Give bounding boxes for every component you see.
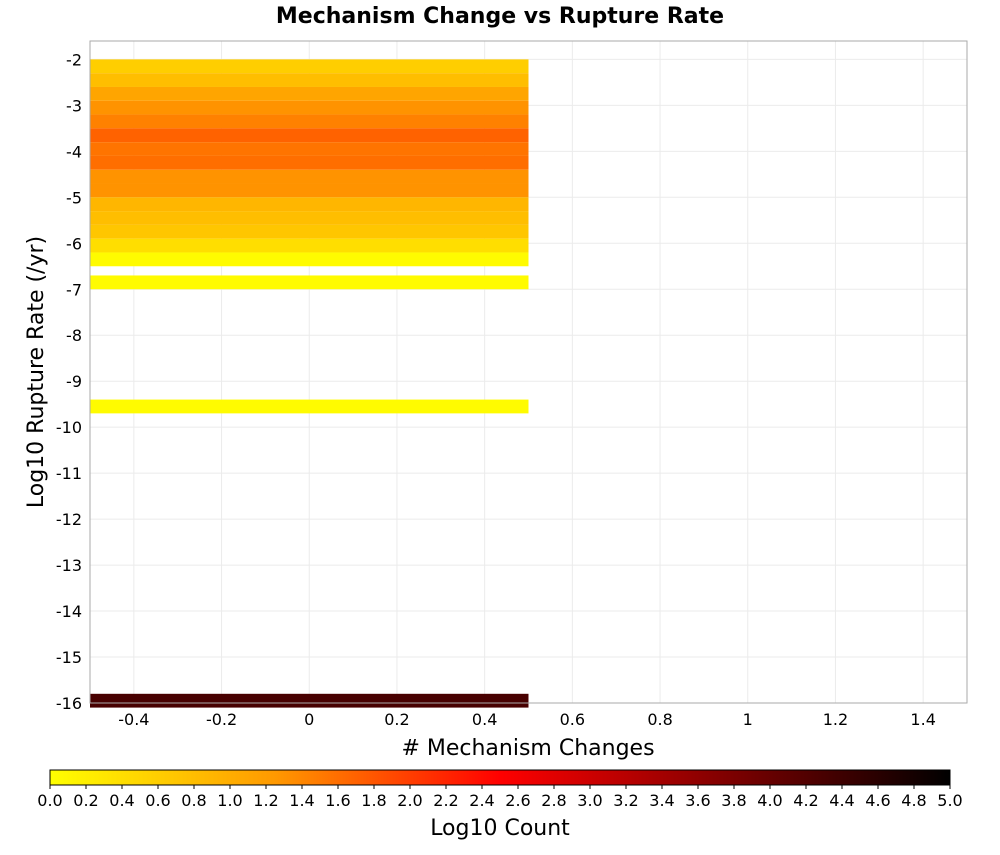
y-tick-label: -14 xyxy=(56,602,82,621)
heatmap-cell xyxy=(90,224,529,239)
y-axis-label: Log10 Rupture Rate (/yr) xyxy=(24,236,49,508)
colorbar-tick-label: 1.4 xyxy=(289,791,314,810)
heatmap-cell xyxy=(90,399,529,414)
y-tick-label: -2 xyxy=(66,50,82,69)
y-axis-ticks: -2 -3 -4 -5 -6 -7 -8 -9 -10 -11 -12 -13 -14 -15 -16 xyxy=(56,50,82,713)
colorbar-tick-label: 4.6 xyxy=(865,791,890,810)
y-tick-label: -11 xyxy=(56,464,82,483)
colorbar-tick-label: 3.0 xyxy=(577,791,602,810)
heatmap-cell xyxy=(90,252,529,267)
heatmap-cell xyxy=(90,211,529,225)
colorbar-tick-label: 1.6 xyxy=(325,791,350,810)
colorbar-ticks: 0.0 0.2 0.4 0.6 0.8 1.0 1.2 1.4 1.6 1.8 2.0 2.2 2.4 2… xyxy=(37,785,963,810)
colorbar xyxy=(49,769,951,786)
colorbar-tick-label: 3.6 xyxy=(685,791,710,810)
heatmap-cell xyxy=(90,275,529,290)
heatmap-cell xyxy=(90,155,529,170)
colorbar-tick-label: 0.0 xyxy=(37,791,62,810)
y-tick-label: -12 xyxy=(56,510,82,529)
x-tick-label: 1 xyxy=(743,710,753,729)
colorbar-tick-label: 1.8 xyxy=(361,791,386,810)
colorbar-tick-label: 0.4 xyxy=(109,791,134,810)
x-axis-label: # Mechanism Changes xyxy=(401,736,654,761)
colorbar-tick-label: 4.8 xyxy=(901,791,926,810)
heatmap-cell xyxy=(90,128,529,143)
y-tick-label: -16 xyxy=(56,694,82,713)
heatmap-cell xyxy=(90,238,529,253)
plot-border xyxy=(89,40,968,704)
colorbar-tick-label: 4.0 xyxy=(757,791,782,810)
y-tick-label: -15 xyxy=(56,648,82,667)
heatmap-cell xyxy=(90,693,529,708)
colorbar-tick-label: 2.6 xyxy=(505,791,530,810)
y-tick-label: -10 xyxy=(56,418,82,437)
colorbar-tick-label: 0.8 xyxy=(181,791,206,810)
colorbar-tick-label: 5.0 xyxy=(937,791,962,810)
x-tick-label: 0.4 xyxy=(472,710,497,729)
x-tick-label: 1.2 xyxy=(823,710,848,729)
colorbar-tick-label: 4.4 xyxy=(829,791,854,810)
y-tick-label: -9 xyxy=(66,372,82,391)
x-tick-label: 0.2 xyxy=(384,710,409,729)
colorbar-tick-label: 4.2 xyxy=(793,791,818,810)
y-tick-label: -8 xyxy=(66,326,82,345)
y-tick-label: -5 xyxy=(66,188,82,207)
colorbar-tick-label: 1.2 xyxy=(253,791,278,810)
colorbar-tick-label: 2.4 xyxy=(469,791,494,810)
heatmap-cell xyxy=(90,86,529,101)
colorbar-tick-label: 2.2 xyxy=(433,791,458,810)
x-tick-label: 0.6 xyxy=(560,710,585,729)
chart-title: Mechanism Change vs Rupture Rate xyxy=(276,4,724,29)
colorbar-tick-label: 0.6 xyxy=(145,791,170,810)
y-tick-label: -4 xyxy=(66,142,82,161)
heatmap-cell xyxy=(90,197,529,212)
heatmap-cell xyxy=(90,114,529,129)
heatmap-cell xyxy=(90,59,529,74)
x-axis-ticks: -0.4 -0.2 0 0.2 0.4 0.6 0.8 1 1.2 1.4 xyxy=(118,710,936,729)
x-tick-label: -0.2 xyxy=(206,710,237,729)
y-tick-label: -13 xyxy=(56,556,82,575)
colorbar-tick-label: 1.0 xyxy=(217,791,242,810)
heatmap-cells xyxy=(90,59,529,708)
heatmap-cell xyxy=(90,142,529,156)
heatmap-cell xyxy=(90,100,529,115)
colorbar-tick-label: 2.0 xyxy=(397,791,422,810)
heatmap-cell xyxy=(90,183,529,198)
colorbar-tick-label: 2.8 xyxy=(541,791,566,810)
x-tick-label: 0 xyxy=(304,710,314,729)
heatmap-cell xyxy=(90,169,529,184)
y-tick-label: -7 xyxy=(66,280,82,299)
heatmap-cell xyxy=(90,73,529,87)
x-tick-label: 0.8 xyxy=(647,710,672,729)
x-tick-label: 1.4 xyxy=(910,710,935,729)
y-tick-label: -6 xyxy=(66,234,82,253)
colorbar-tick-label: 3.2 xyxy=(613,791,638,810)
colorbar-tick-label: 0.2 xyxy=(73,791,98,810)
y-tick-label: -3 xyxy=(66,96,82,115)
colorbar-label: Log10 Count xyxy=(430,816,570,841)
x-tick-label: -0.4 xyxy=(118,710,149,729)
colorbar-tick-label: 3.8 xyxy=(721,791,746,810)
colorbar-tick-label: 3.4 xyxy=(649,791,674,810)
